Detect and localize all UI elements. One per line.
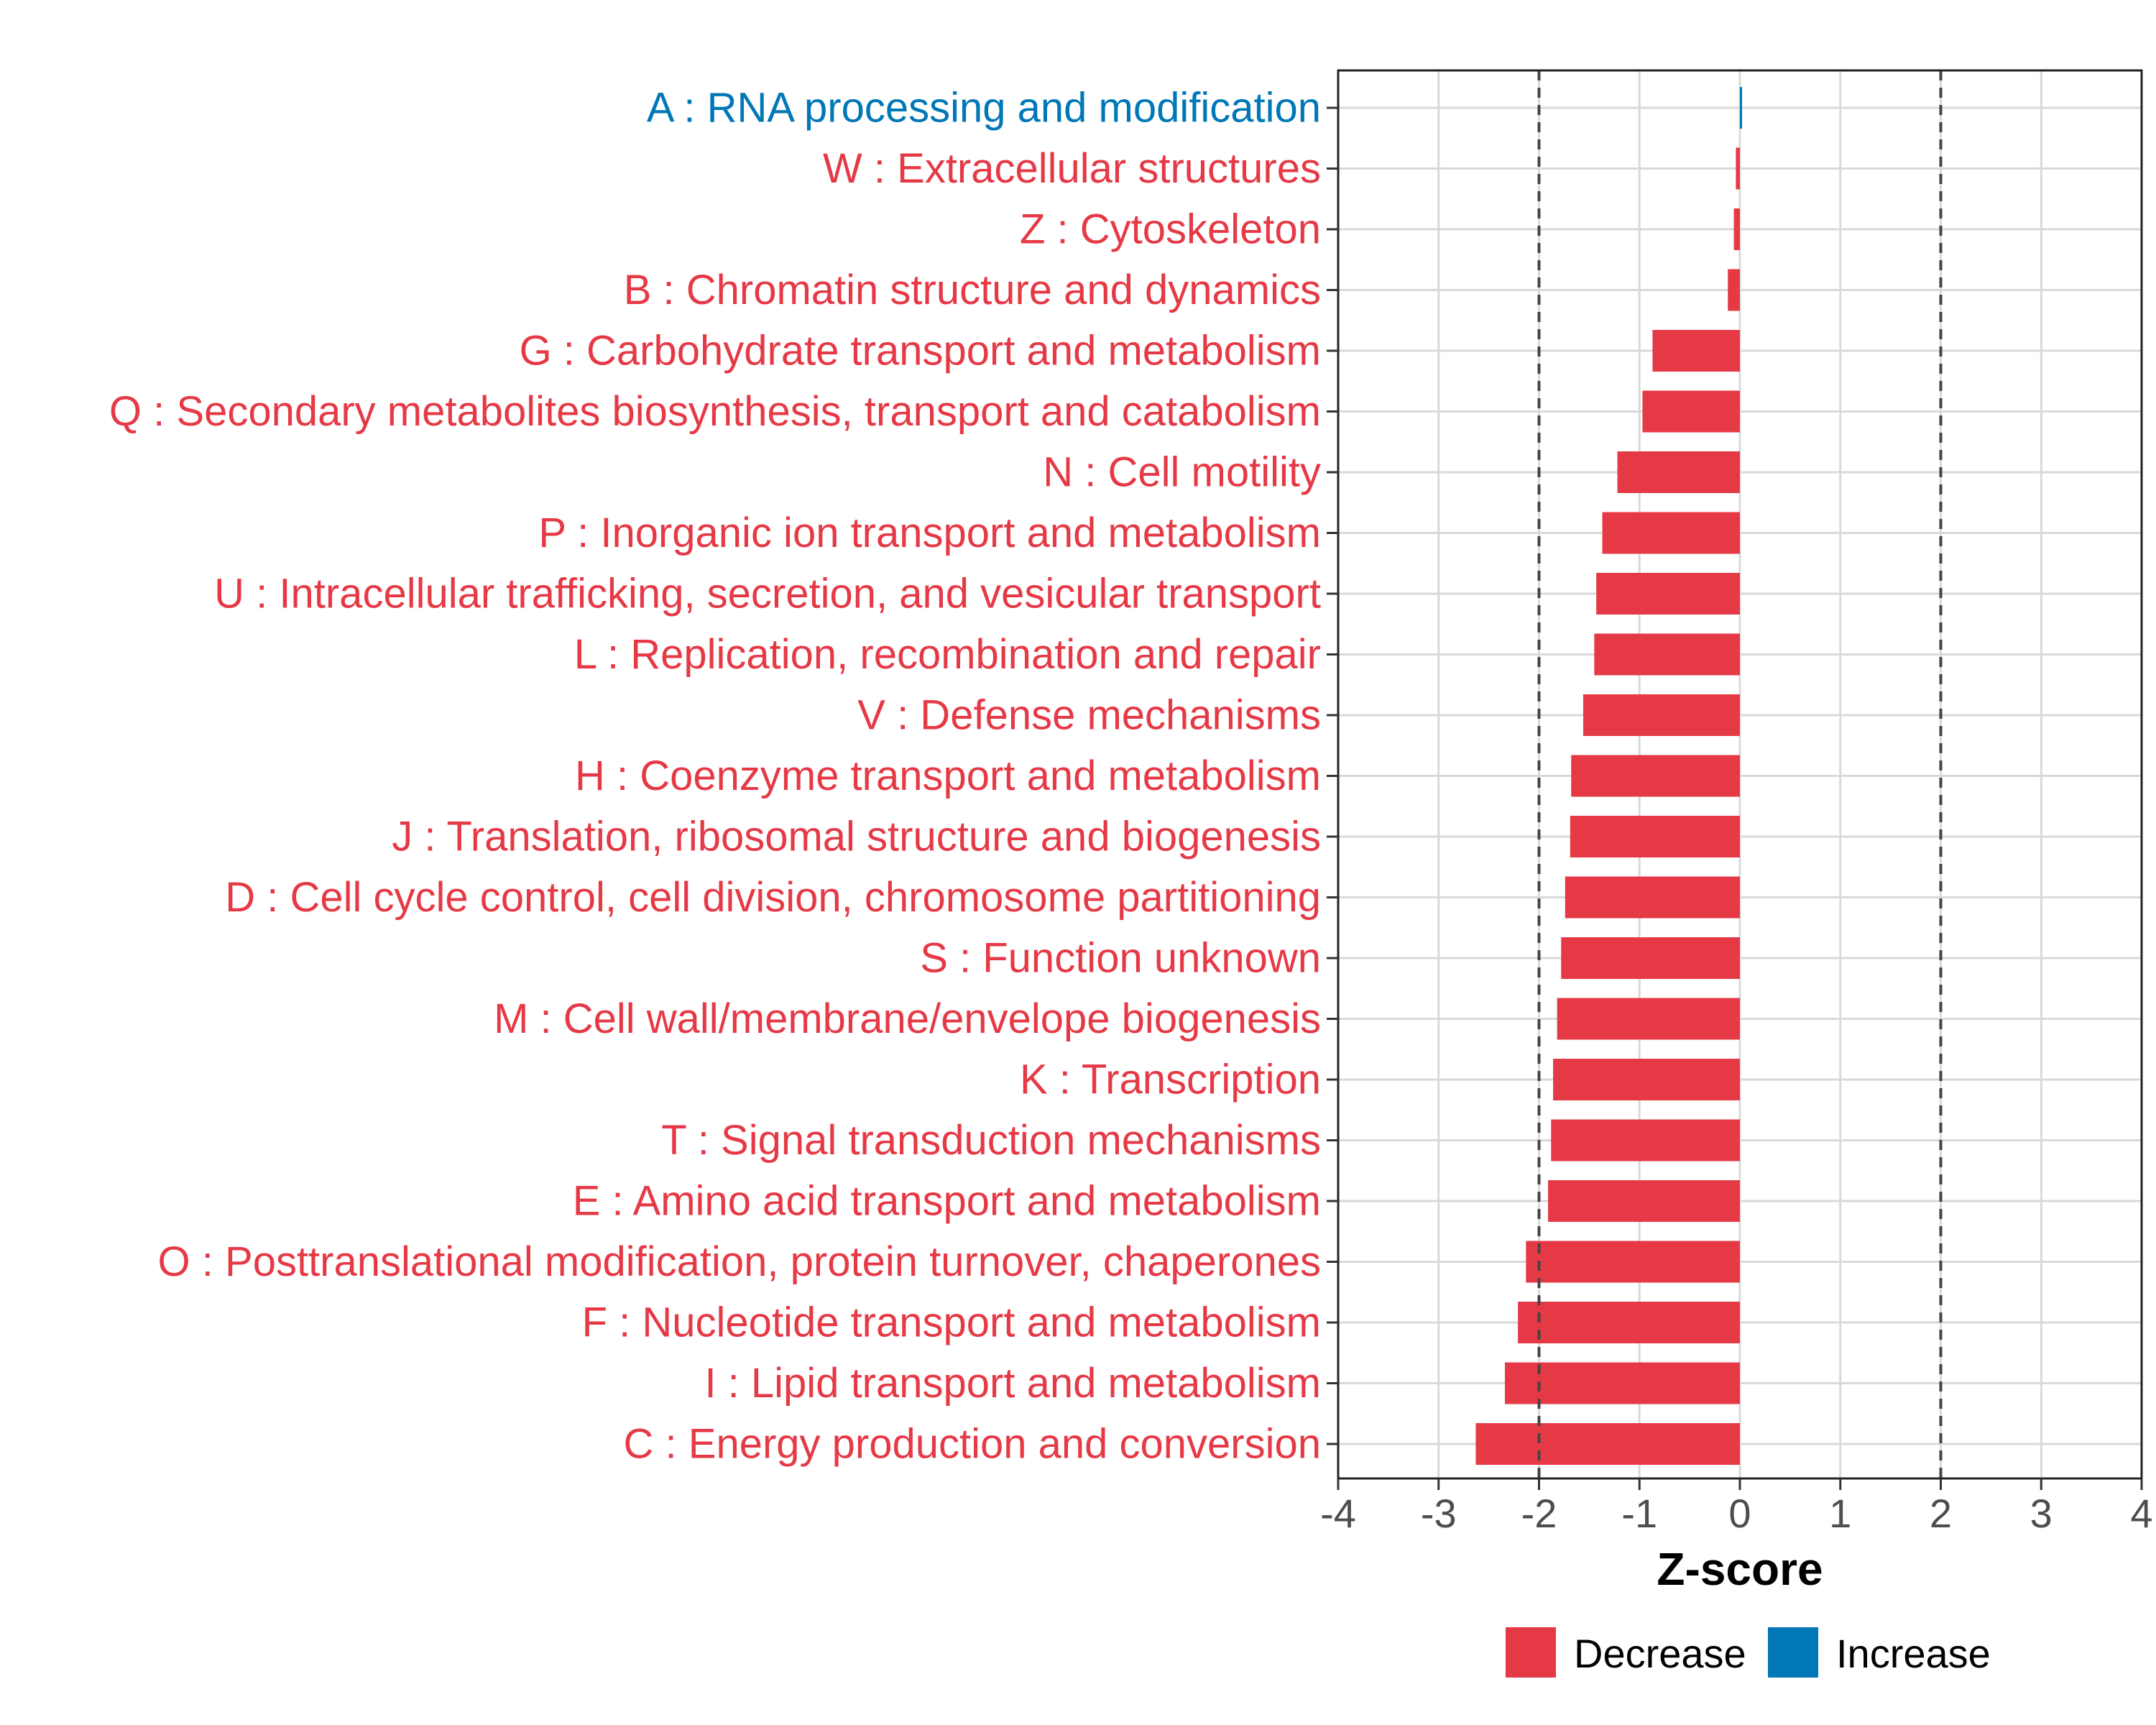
bar-10 bbox=[1583, 694, 1740, 736]
bar-4 bbox=[1652, 330, 1740, 372]
category-label-15: M : Cell wall/membrane/envelope biogenes… bbox=[494, 995, 1321, 1042]
bar-15 bbox=[1557, 998, 1740, 1040]
category-label-5: Q : Secondary metabolites biosynthesis, … bbox=[109, 388, 1321, 435]
category-label-1: W : Extracellular structures bbox=[823, 145, 1321, 192]
bar-18 bbox=[1548, 1180, 1740, 1222]
x-tick-label-5: 1 bbox=[1829, 1491, 1851, 1536]
category-label-0: A : RNA processing and modification bbox=[647, 85, 1321, 132]
bar-7 bbox=[1602, 512, 1740, 554]
category-label-11: H : Coenzyme transport and metabolism bbox=[575, 753, 1321, 799]
x-axis-ticks bbox=[1337, 1478, 2143, 1490]
y-axis-ticks bbox=[1327, 106, 1338, 1445]
category-label-18: E : Amino acid transport and metabolism bbox=[573, 1178, 1321, 1225]
bar-20 bbox=[1518, 1302, 1740, 1343]
category-label-3: B : Chromatin structure and dynamics bbox=[624, 267, 1321, 313]
category-label-6: N : Cell motility bbox=[1043, 449, 1321, 496]
category-label-20: F : Nucleotide transport and metabolism bbox=[582, 1300, 1321, 1346]
category-label-12: J : Translation, ribosomal structure and… bbox=[392, 814, 1321, 860]
category-label-8: U : Intracellular trafficking, secretion… bbox=[214, 571, 1321, 617]
legend: Decrease Increase bbox=[1506, 1627, 1991, 1678]
category-label-21: I : Lipid transport and metabolism bbox=[704, 1360, 1321, 1407]
category-label-14: S : Function unknown bbox=[920, 935, 1321, 982]
x-tick-label-4: 0 bbox=[1728, 1491, 1751, 1536]
bar-0 bbox=[1740, 87, 1742, 129]
bar-6 bbox=[1617, 451, 1740, 493]
bar-8 bbox=[1596, 573, 1740, 615]
bar-22 bbox=[1475, 1423, 1740, 1465]
bar-2 bbox=[1733, 208, 1740, 250]
x-tick-label-3: -1 bbox=[1621, 1491, 1657, 1536]
category-label-16: K : Transcription bbox=[1020, 1057, 1321, 1103]
bar-5 bbox=[1642, 390, 1740, 433]
bar-21 bbox=[1504, 1362, 1740, 1404]
category-label-9: L : Replication, recombination and repai… bbox=[574, 631, 1321, 678]
x-tick-label-7: 3 bbox=[2030, 1491, 2053, 1536]
reference-lines bbox=[1537, 70, 1943, 1478]
category-label-7: P : Inorganic ion transport and metaboli… bbox=[538, 510, 1321, 556]
legend-swatch-decrease bbox=[1506, 1627, 1556, 1678]
category-label-2: Z : Cytoskeleton bbox=[1020, 206, 1321, 253]
x-tick-label-2: -2 bbox=[1521, 1491, 1557, 1536]
bars bbox=[1475, 87, 1742, 1465]
bar-1 bbox=[1736, 147, 1740, 190]
bar-16 bbox=[1553, 1059, 1740, 1100]
bar-19 bbox=[1526, 1241, 1740, 1283]
x-axis-tick-labels: -4 -3 -2 -1 0 1 2 3 4 bbox=[1320, 1491, 2152, 1536]
category-label-4: G : Carbohydrate transport and metabolis… bbox=[520, 328, 1321, 374]
x-tick-label-1: -3 bbox=[1421, 1491, 1457, 1536]
bar-13 bbox=[1565, 876, 1740, 919]
bar-3 bbox=[1728, 269, 1740, 311]
x-tick-label-6: 2 bbox=[1930, 1491, 1952, 1536]
category-label-19: O : Posttranslational modification, prot… bbox=[158, 1238, 1321, 1285]
x-tick-label-0: -4 bbox=[1320, 1491, 1356, 1536]
bar-9 bbox=[1594, 633, 1740, 676]
y-axis-category-labels: A : RNA processing and modification W : E… bbox=[109, 85, 1321, 1468]
category-label-22: C : Energy production and conversion bbox=[624, 1421, 1321, 1468]
x-axis-title: Z-score bbox=[1657, 1543, 1823, 1595]
category-label-17: T : Signal transduction mechanisms bbox=[661, 1117, 1321, 1164]
legend-label-decrease: Decrease bbox=[1574, 1631, 1746, 1676]
category-label-13: D : Cell cycle control, cell division, c… bbox=[225, 874, 1321, 921]
bar-12 bbox=[1570, 816, 1740, 857]
bar-17 bbox=[1551, 1119, 1740, 1162]
legend-label-increase: Increase bbox=[1836, 1631, 1991, 1676]
legend-swatch-increase bbox=[1768, 1627, 1818, 1678]
bar-14 bbox=[1561, 937, 1740, 979]
bar-11 bbox=[1571, 755, 1740, 797]
x-tick-label-8: 4 bbox=[2130, 1491, 2152, 1536]
category-label-10: V : Defense mechanisms bbox=[857, 692, 1321, 739]
